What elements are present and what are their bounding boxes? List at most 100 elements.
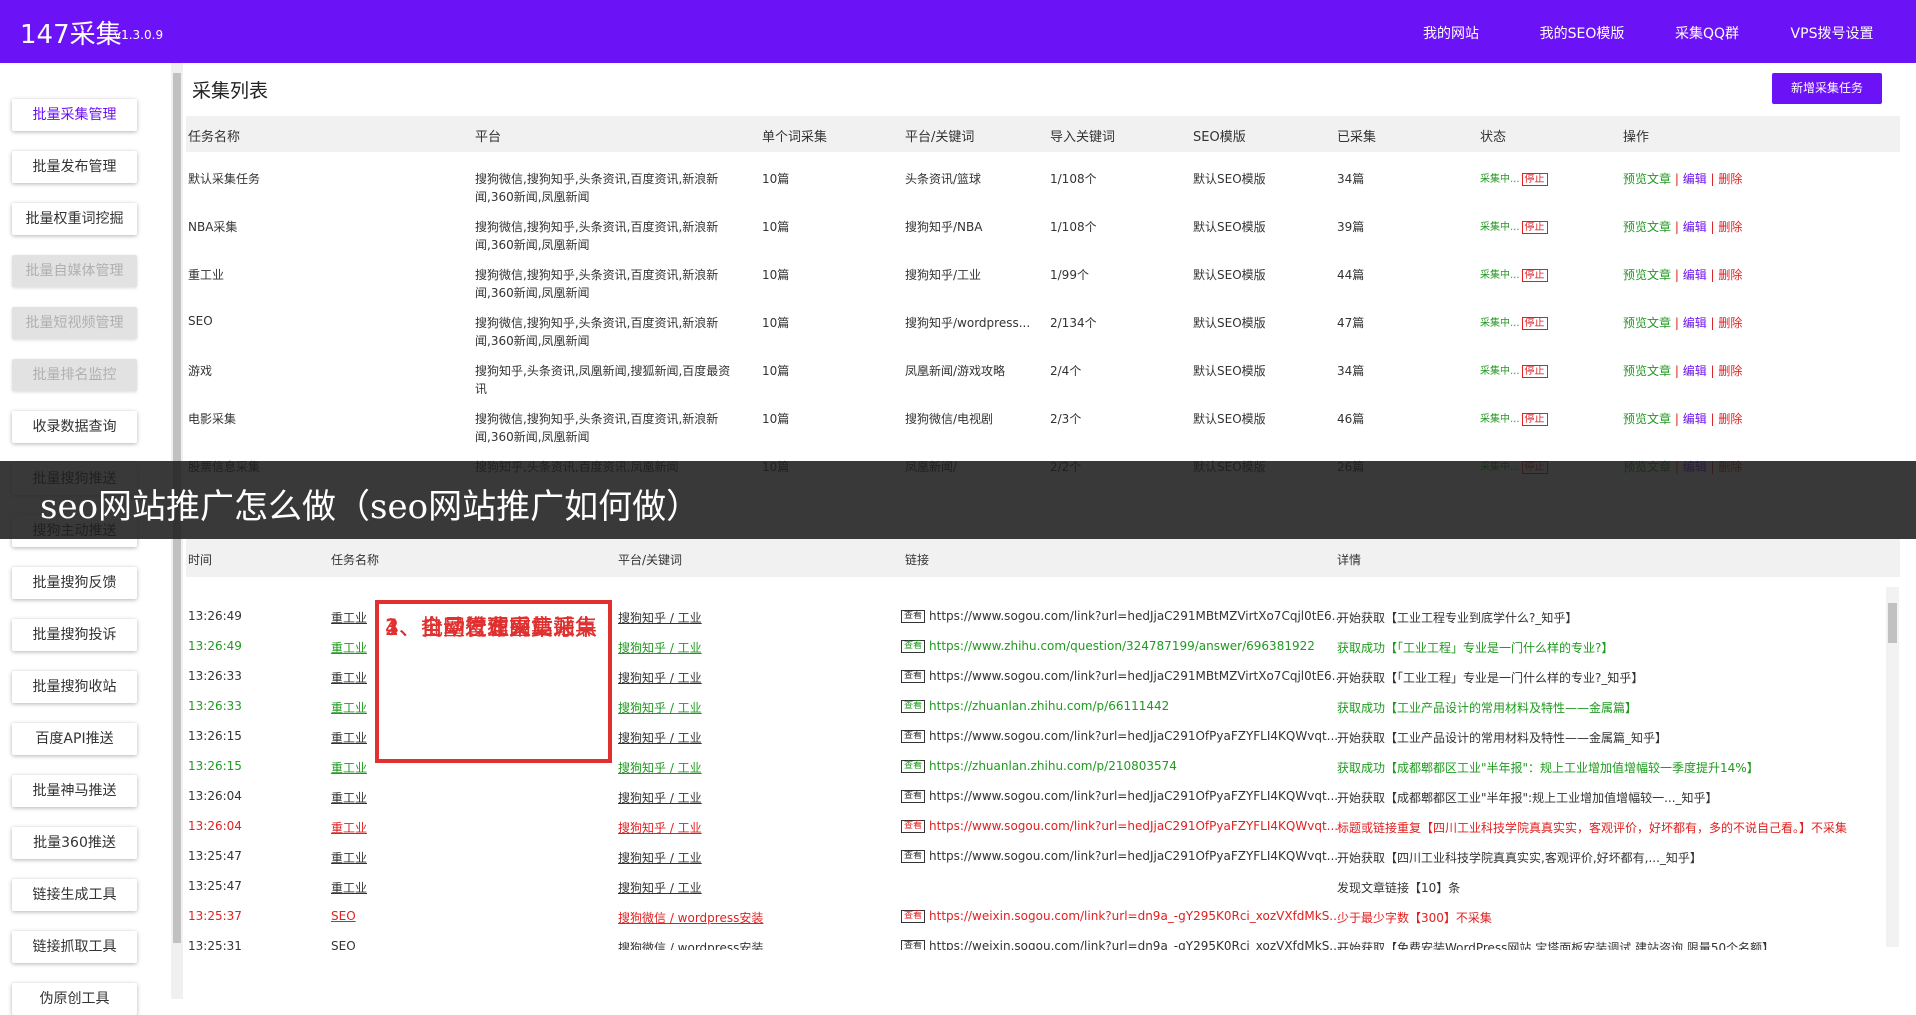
link-text[interactable]: https://weixin.sogou.com/link?url=dn9a_-… [929, 939, 1341, 950]
link-text[interactable]: https://zhuanlan.zhihu.com/p/66111442 [929, 699, 1170, 713]
sidebar-button[interactable]: 批量搜狗反馈 [12, 567, 137, 599]
stop-button[interactable]: 停止 [1521, 317, 1548, 330]
action-link[interactable]: 删除 [1718, 220, 1743, 234]
new-task-button[interactable]: 新增采集任务 [1772, 73, 1882, 104]
action-link[interactable]: 编辑 [1682, 268, 1707, 282]
header: 147采集 v1.3.0.9 我的网站 我的SEO模版 采集QQ群 VPS拨号设置 [0, 0, 1916, 63]
task-cell: 10篇 [762, 268, 790, 282]
view-icon[interactable]: 查看 [901, 700, 926, 713]
sidebar-button[interactable]: 批量发布管理 [12, 151, 137, 183]
action-link[interactable]: 预览文章 [1623, 268, 1672, 282]
action-link[interactable]: 预览文章 [1623, 364, 1672, 378]
link-text[interactable]: https://www.sogou.com/link?url=hedJjaC29… [929, 789, 1339, 803]
log-cell: 搜狗知乎 / 工业 [618, 731, 702, 745]
link-text[interactable]: https://www.sogou.com/link?url=hedJjaC29… [929, 669, 1344, 683]
column-header: SEO模版 [1193, 130, 1246, 145]
stop-button[interactable]: 停止 [1521, 173, 1548, 186]
view-icon[interactable]: 查看 [901, 820, 926, 833]
status-label: 采集中... [1480, 174, 1520, 185]
action-link[interactable]: 删除 [1718, 412, 1743, 426]
sidebar-button[interactable]: 批量神马推送 [12, 775, 137, 807]
task-cell: 搜狗知乎/工业 [905, 268, 982, 282]
action-link[interactable]: 预览文章 [1623, 316, 1672, 330]
view-icon[interactable]: 查看 [901, 730, 926, 743]
action-link[interactable]: 预览文章 [1623, 412, 1672, 426]
task-cell: 搜狗微信/电视剧 [905, 412, 994, 426]
annotation-line: 2、自动发布网站站点 [385, 616, 597, 641]
sidebar-button[interactable]: 批量搜狗收站 [12, 671, 137, 703]
log-cell: 少于最少字数【300】不采集 [1337, 911, 1492, 925]
separator: | [1671, 268, 1683, 282]
link-text[interactable]: https://www.sogou.com/link?url=hedJjaC29… [929, 819, 1339, 833]
action-link[interactable]: 编辑 [1682, 172, 1707, 186]
sidebar-button[interactable]: 批量权重词挖掘 [12, 203, 137, 235]
nav-link[interactable]: 采集QQ群 [1674, 26, 1740, 42]
column-header: 平台/关键词 [905, 130, 975, 145]
log-header [186, 539, 1900, 577]
action-link[interactable]: 预览文章 [1623, 220, 1672, 234]
annotation-line: 3、自动过滤重复采集 [385, 616, 597, 641]
action-link[interactable]: 删除 [1718, 316, 1743, 330]
action-link[interactable]: 编辑 [1682, 364, 1707, 378]
log-cell: 13:25:47 [188, 849, 242, 863]
log-cell: 搜狗微信 / wordpress安装 [618, 941, 764, 950]
action-link[interactable]: 删除 [1718, 172, 1743, 186]
view-icon[interactable]: 查看 [901, 940, 926, 950]
log-column-header: 时间 [188, 553, 213, 567]
view-icon[interactable]: 查看 [901, 640, 926, 653]
sidebar-button[interactable]: 批量采集管理 [12, 99, 137, 131]
log-link: 查看 https://www.sogou.com/link?url=hedJjaC… [901, 729, 1338, 743]
action-link[interactable]: 删除 [1718, 268, 1743, 282]
task-cell: 默认SEO模版 [1193, 220, 1266, 234]
action-link[interactable]: 编辑 [1682, 316, 1707, 330]
log-cell: 重工业 [331, 641, 368, 655]
view-icon[interactable]: 查看 [901, 910, 926, 923]
log-cell: 13:26:49 [188, 639, 242, 653]
status: 采集中...停止 [1480, 170, 1548, 186]
action-link[interactable]: 编辑 [1682, 412, 1707, 426]
task-cell: 默认SEO模版 [1193, 268, 1266, 282]
sidebar-button[interactable]: 批量搜狗投诉 [12, 619, 137, 651]
separator: | [1671, 364, 1683, 378]
action-link[interactable]: 预览文章 [1623, 172, 1672, 186]
log-cell: 搜狗微信 / wordpress安装 [618, 911, 764, 925]
task-cell: 搜狗知乎/NBA [905, 220, 983, 234]
link-text[interactable]: https://www.sogou.com/link?url=hedJjaC29… [929, 849, 1339, 863]
sidebar-button[interactable]: 收录数据查询 [12, 411, 137, 443]
link-text[interactable]: https://www.sogou.com/link?url=hedJjaC29… [929, 729, 1339, 743]
sidebar-button[interactable]: 链接生成工具 [12, 879, 137, 911]
column-header: 状态 [1480, 130, 1507, 145]
task-cell: 默认SEO模版 [1193, 172, 1266, 186]
action-link[interactable]: 编辑 [1682, 220, 1707, 234]
nav-link[interactable]: VPS拨号设置 [1790, 26, 1874, 42]
sidebar-button[interactable]: 批量360推送 [12, 827, 137, 859]
column-header: 已采集 [1337, 130, 1377, 145]
nav-link[interactable]: 我的网站 [1423, 26, 1479, 42]
sidebar-button[interactable]: 百度API推送 [12, 723, 137, 755]
link-text[interactable]: https://weixin.sogou.com/link?url=dn9a_-… [929, 909, 1341, 923]
view-icon[interactable]: 查看 [901, 670, 926, 683]
sidebar-button: 批量排名监控 [12, 359, 137, 391]
nav-link[interactable]: 我的SEO模版 [1539, 26, 1625, 42]
log-cell: 13:26:33 [188, 699, 242, 713]
sidebar-button[interactable]: 链接抓取工具 [12, 931, 137, 963]
log-cell: 13:26:04 [188, 789, 242, 803]
separator: | [1671, 172, 1683, 186]
view-icon[interactable]: 查看 [901, 790, 926, 803]
stop-button[interactable]: 停止 [1521, 413, 1548, 426]
view-icon[interactable]: 查看 [901, 850, 926, 863]
stop-button[interactable]: 停止 [1521, 269, 1548, 282]
link-text[interactable]: https://www.sogou.com/link?url=hedJjaC29… [929, 609, 1344, 623]
stop-button[interactable]: 停止 [1521, 221, 1548, 234]
link-text[interactable]: https://zhuanlan.zhihu.com/p/210803574 [929, 759, 1177, 773]
stop-button[interactable]: 停止 [1521, 365, 1548, 378]
log-cell: SEO [331, 909, 356, 923]
task-cell: 10篇 [762, 412, 790, 426]
task-cell: 搜狗微信,搜狗知乎,头条资讯,百度资讯,新浪新闻,360新闻,凤凰新闻 [475, 412, 719, 444]
link-text[interactable]: https://www.zhihu.com/question/324787199… [929, 639, 1315, 653]
sidebar-button[interactable]: 伪原创工具 [12, 983, 137, 1015]
view-icon[interactable]: 查看 [901, 610, 926, 623]
log-cell: 开始获取【工业产品设计的常用材料及特性——金属篇_知乎】 [1337, 731, 1668, 745]
view-icon[interactable]: 查看 [901, 760, 926, 773]
action-link[interactable]: 删除 [1718, 364, 1743, 378]
